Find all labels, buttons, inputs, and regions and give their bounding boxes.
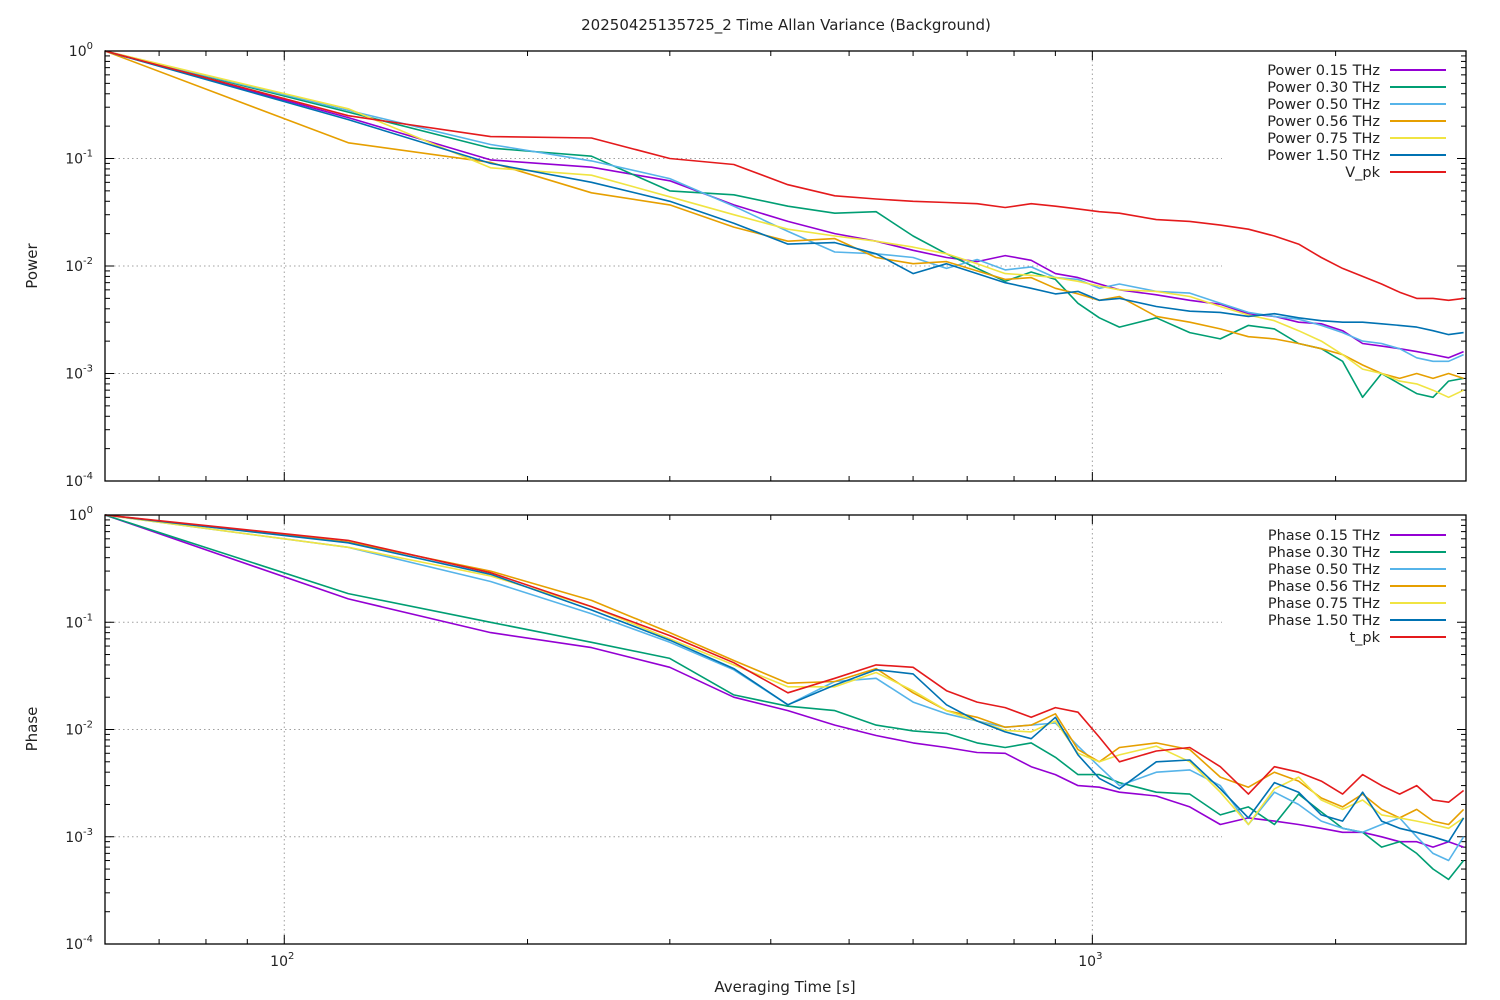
legend-label: Phase 0.30 THz: [1268, 545, 1380, 561]
y-tick-label: 100: [69, 505, 93, 524]
y-tick-label: 10-1: [65, 612, 93, 631]
series-line-power-0-50-thz: [104, 50, 1464, 363]
y-tick-label: 100: [69, 41, 93, 60]
y-tick-label: 10-4: [65, 934, 93, 953]
series-line-phase-1-50-thz: [104, 514, 1465, 843]
y-tick-label: 10-1: [65, 149, 93, 168]
series-line-phase-0-30-thz: [104, 514, 1465, 881]
series-line-v-pk: [104, 50, 1464, 302]
x-tick-label: 103: [1078, 951, 1102, 970]
legend-label: Phase 0.75 THz: [1268, 596, 1380, 612]
grid: [105, 51, 1222, 481]
y-tick-label: 10-4: [65, 471, 93, 490]
series-group: [104, 514, 1465, 881]
legend-label: Power 1.50 THz: [1267, 148, 1380, 164]
legend-label: Power 0.50 THz: [1267, 97, 1380, 113]
y-tick-label: 10-2: [65, 256, 93, 275]
legend-label: Power 0.30 THz: [1267, 80, 1380, 96]
legend-label: Phase 1.50 THz: [1268, 613, 1380, 629]
series-line-phase-0-15-thz: [104, 514, 1464, 848]
legend-label: Phase 0.50 THz: [1268, 562, 1380, 578]
y-tick-label: 10-3: [65, 364, 93, 383]
phase-panel: 100 10-1 10-2 10-3 10-4 102 103 Phase Phase 0.15…: [23, 505, 1467, 970]
series-line-power-0-30-thz: [104, 50, 1464, 399]
y-tick-label: 10-2: [65, 720, 93, 739]
legend-label: Phase 0.15 THz: [1268, 528, 1380, 544]
chart-title: 20250425135725_2 Time Allan Variance (Ba…: [581, 16, 991, 35]
grid: [105, 515, 1222, 944]
x-tick-label: 102: [270, 951, 294, 970]
plot-frame: [104, 50, 1467, 482]
series-group: [104, 50, 1464, 399]
plot-frame: [104, 514, 1467, 945]
series-line-power-0-75-thz: [104, 50, 1464, 399]
legend-label: Power 0.15 THz: [1267, 63, 1380, 79]
legend-label: Power 0.75 THz: [1267, 131, 1380, 147]
legend-label: Power 0.56 THz: [1267, 114, 1380, 130]
series-line-phase-0-56-thz: [104, 514, 1465, 826]
legend-label: V_pk: [1345, 165, 1380, 181]
y-tick-label: 10-3: [65, 827, 93, 846]
series-line-power-0-15-thz: [104, 50, 1464, 359]
legend-label: Phase 0.56 THz: [1268, 579, 1380, 595]
x-axis-label: Averaging Time [s]: [714, 978, 855, 996]
series-line-power-1-50-thz: [104, 50, 1464, 336]
series-line-t-pk: [104, 514, 1465, 804]
legend-label: t_pk: [1349, 630, 1380, 646]
y-axis-label: Phase: [23, 707, 41, 752]
y-axis-label: Power: [23, 242, 41, 288]
